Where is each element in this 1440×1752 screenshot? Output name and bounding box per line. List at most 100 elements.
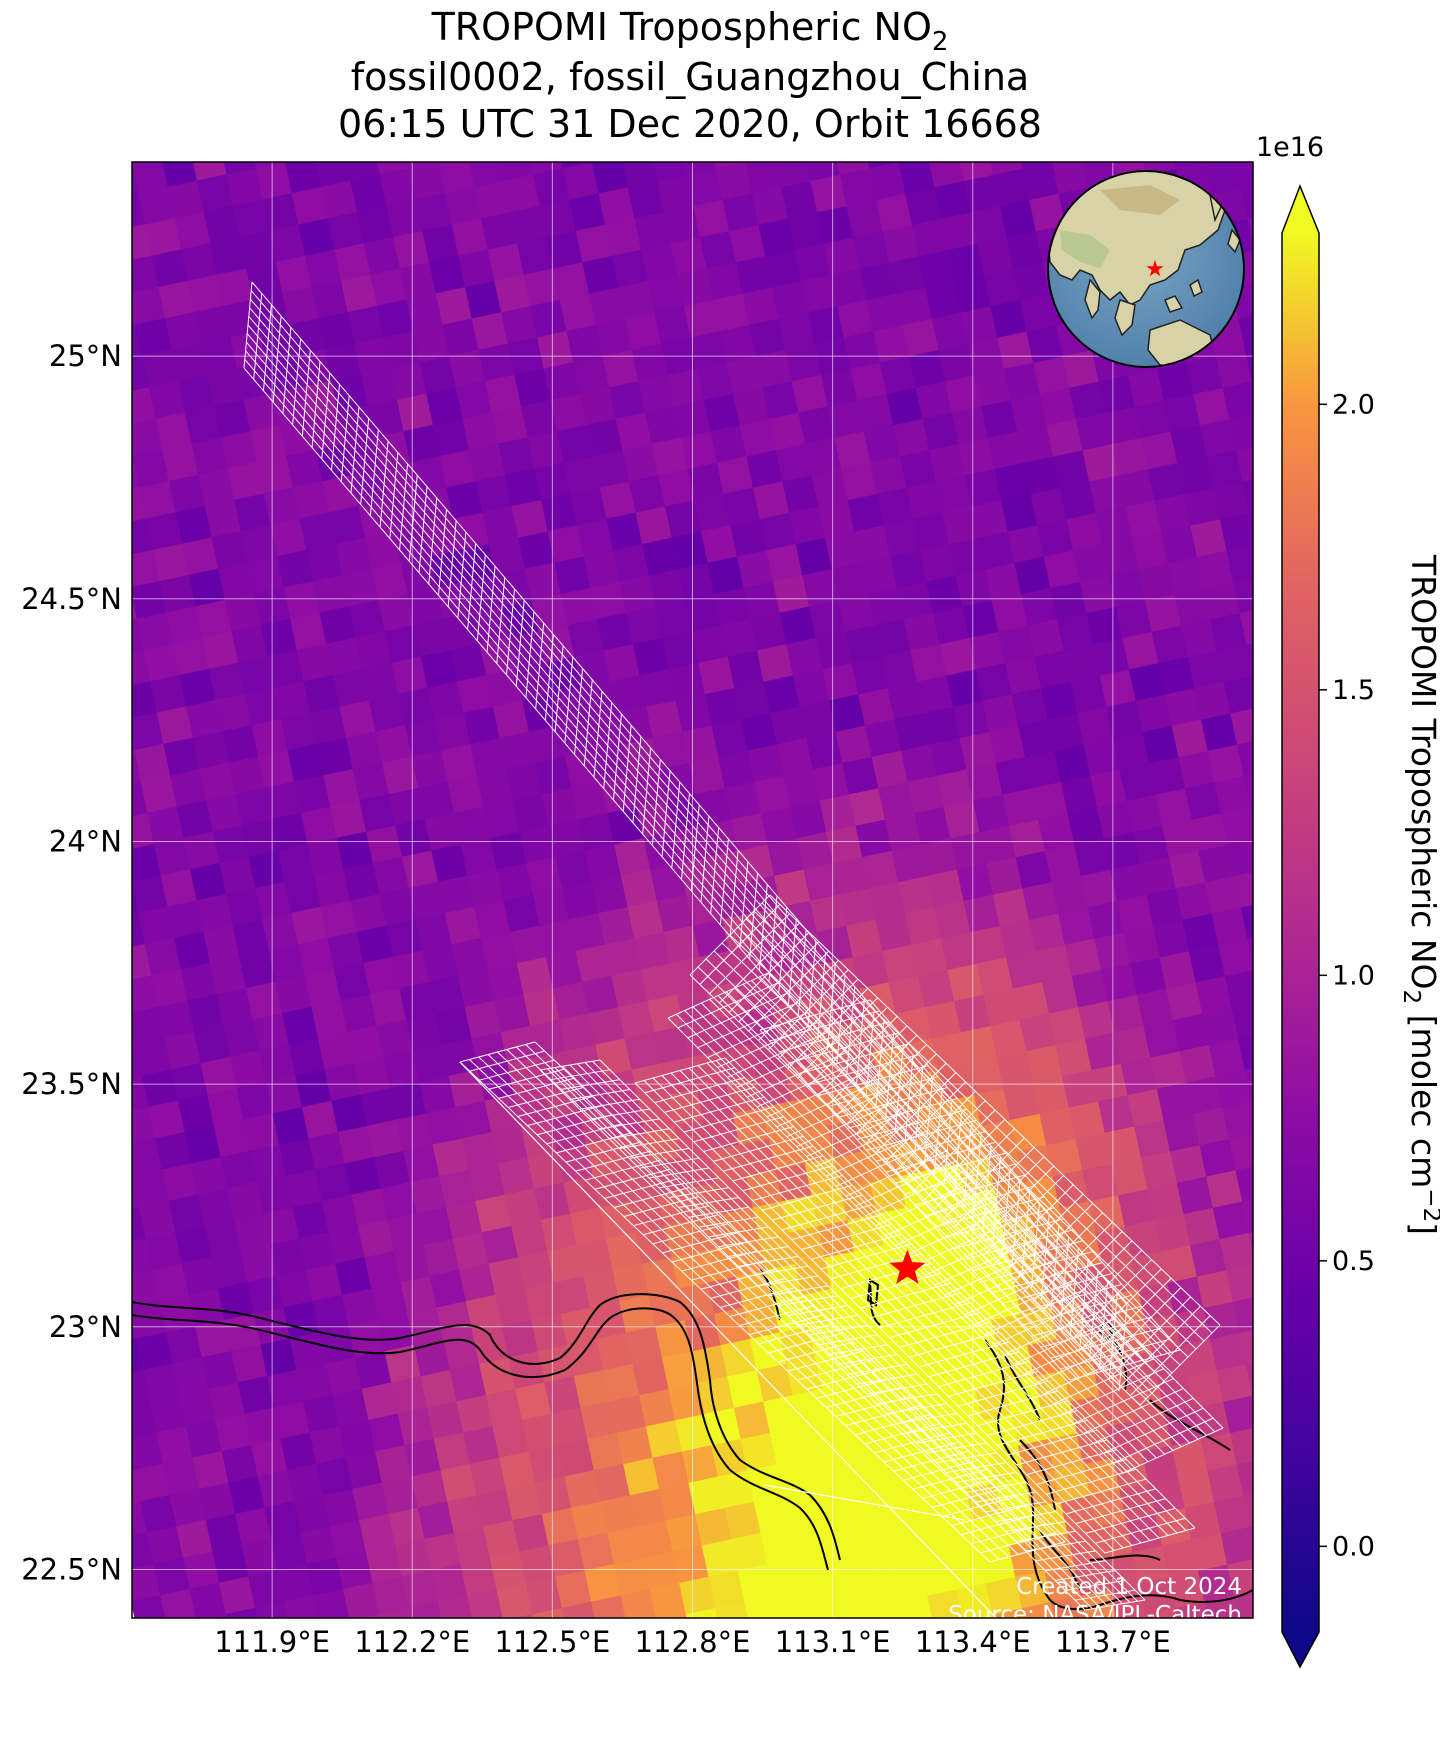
no2-pixel — [1134, 106, 1170, 144]
footprint-edge — [497, 1051, 1028, 1553]
no2-pixel — [1231, 1003, 1253, 1040]
footprint-edge — [689, 974, 1141, 1406]
latitude-tick-label: 24°N — [49, 824, 122, 858]
no2-pixel — [1235, 162, 1253, 189]
sounding-footprints — [243, 281, 1224, 1618]
no2-pixel — [1205, 162, 1211, 164]
longitude-tick-label: 113.1°E — [775, 1625, 891, 1659]
no2-pixel — [561, 1601, 596, 1618]
longitude-tick-label: 112.8°E — [635, 1625, 751, 1659]
no2-pixel — [73, 888, 109, 926]
no2-pixel — [132, 1170, 134, 1177]
no2-pixel — [437, 1595, 473, 1618]
no2-pixel — [1223, 675, 1253, 714]
footprint-edge — [688, 1067, 1160, 1539]
no2-pixel — [73, 168, 109, 206]
colorbar-extend-low — [1282, 1632, 1319, 1667]
footprint-edge — [243, 367, 1120, 1392]
no2-pixel — [622, 162, 658, 188]
footprint-edge — [248, 316, 1125, 1340]
latitude-tick-label: 23°N — [49, 1310, 122, 1344]
inset-globe — [1047, 170, 1245, 368]
footprint-edge — [592, 1060, 1138, 1602]
no2-pixel — [138, 1627, 174, 1665]
no2-pixel — [167, 1620, 203, 1658]
footprint-edge — [670, 1072, 1142, 1544]
footprint-edge — [768, 1027, 1080, 1378]
no2-pixel — [853, 1671, 889, 1709]
globe-outline — [1047, 170, 1245, 368]
colorbar-tick-label: 0.0 — [1332, 1531, 1375, 1562]
credit-source: Source: NASA/JPL-Caltech — [948, 1602, 1242, 1628]
no2-pixel — [78, 625, 114, 663]
footprint-edge — [652, 1077, 1124, 1549]
no2-pixel — [1174, 162, 1206, 170]
no2-pixel — [451, 1658, 487, 1696]
footprint-edge — [814, 1014, 1126, 1366]
no2-pixel — [775, 162, 812, 188]
colorbar-tick-label: 1.0 — [1332, 960, 1375, 991]
footprint-edge — [721, 942, 1173, 1374]
no2-pixel — [94, 1276, 130, 1314]
no2-pixel — [89, 99, 125, 136]
no2-pixel — [1232, 1297, 1253, 1334]
colorbar-tick-label: 1.5 — [1332, 675, 1375, 706]
colorbar-frame — [1281, 183, 1320, 1669]
colorbar-tick-label: 2.0 — [1332, 389, 1375, 420]
no2-pixel — [223, 162, 257, 175]
footprint-edge — [547, 1068, 1093, 1610]
no2-pixel — [976, 1614, 994, 1618]
no2-pixel — [81, 1214, 117, 1252]
footprint-edge — [734, 987, 1191, 1444]
no2-pixel — [1143, 162, 1177, 176]
globe-target-star-icon — [1146, 260, 1164, 277]
footprint-edge — [787, 1022, 1098, 1373]
footprint-edge — [715, 1060, 1187, 1531]
no2-pixel — [298, 1658, 334, 1696]
no2-pixel — [160, 1588, 197, 1618]
colorbar-exponent: 1e16 — [1256, 132, 1324, 163]
no2-pixel — [184, 112, 220, 150]
map-panel: Created 1 Oct 2024 Source: NASA/JPL-Calt… — [73, 99, 1253, 1709]
no2-pixel — [80, 919, 116, 957]
no2-pixel — [85, 657, 121, 695]
no2-pixel — [91, 1408, 127, 1446]
footprint-edge — [796, 1019, 1108, 1371]
no2-pixel — [379, 1607, 412, 1618]
longitude-tick-labels: 111.9°E 112.2°E 112.5°E 112.8°E 113.1°E 113.4… — [214, 1625, 1171, 1659]
footprint-edge — [697, 966, 1149, 1398]
no2-pixel — [467, 1589, 504, 1618]
no2-pixel — [132, 162, 134, 163]
no2-pixel — [591, 1595, 626, 1618]
footprint-edge — [851, 1004, 1163, 1356]
footprint-edge — [634, 1082, 1106, 1554]
footprint-edge — [675, 1013, 1132, 1470]
footprint-edge — [667, 1017, 1124, 1474]
footprint-edge — [459, 1061, 991, 1563]
no2-pixel — [78, 1345, 114, 1383]
no2-pixel — [393, 1671, 429, 1709]
no2-pixel — [81, 494, 117, 532]
title-line-2: fossil0002, fossil_Guangzhou_China — [351, 55, 1029, 99]
colorbar: 1e16 0.0 0.5 1.0 1.5 2.0 TROPOMI Tropospheri… — [1256, 132, 1440, 1669]
no2-pixel — [882, 1665, 918, 1703]
no2-pixel — [90, 1113, 126, 1151]
no2-pixel — [87, 231, 123, 269]
no2-pixel — [1220, 807, 1253, 846]
no2-pixel — [1248, 1231, 1253, 1253]
no2-pixel — [85, 1376, 121, 1414]
no2-pixel — [1223, 1395, 1253, 1434]
latitude-tick-label: 24.5°N — [21, 582, 122, 616]
footprint-edge — [251, 281, 1128, 1306]
footprint-edge — [729, 934, 1181, 1366]
no2-pixel — [74, 1182, 110, 1220]
footprint-edge — [761, 902, 1213, 1334]
longitude-tick-label: 111.9°E — [214, 1625, 330, 1659]
no2-pixel — [668, 1614, 688, 1618]
no2-pixel — [1240, 904, 1253, 940]
no2-pixel — [315, 162, 352, 188]
no2-pixel — [269, 1664, 305, 1702]
footprint-edge — [599, 1059, 1146, 1601]
title-line-3: 06:15 UTC 31 Dec 2020, Orbit 16668 — [338, 102, 1042, 146]
